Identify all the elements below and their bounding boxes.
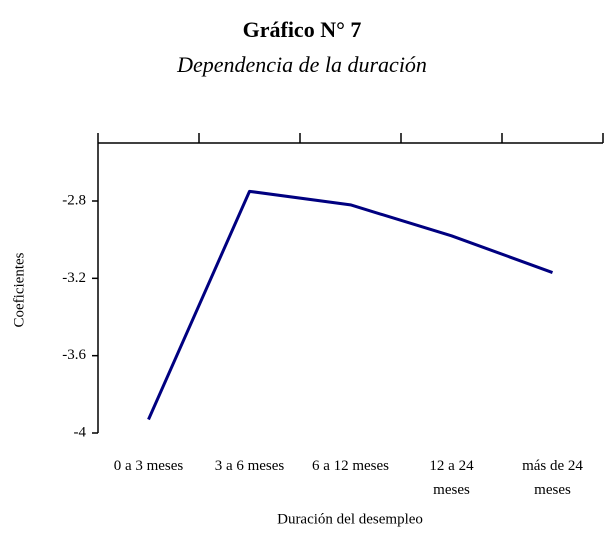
chart-title: Gráfico N° 7 [243, 17, 362, 42]
x-tick-label: 3 a 6 meses [214, 458, 285, 474]
line [147, 189, 554, 421]
x-tick-label: 12 a 24 meses [429, 458, 474, 498]
x-tick-label: 0 a 3 meses [113, 458, 184, 474]
x-tick-label: más de 24 meses [522, 458, 583, 498]
y-tick-label: -3.2 [62, 270, 86, 286]
x-tick-label: 6 a 12 meses [311, 458, 390, 474]
y-tick-label: -3.6 [62, 347, 86, 363]
y-tick-label: -4 [74, 424, 87, 440]
chart-subtitle: Dependencia de la duración [176, 52, 427, 77]
x-axis-label: Duración del desempleo [277, 511, 423, 527]
y-axis-label: Coeficientes [11, 252, 27, 327]
y-tick-label: -2.8 [62, 192, 86, 208]
